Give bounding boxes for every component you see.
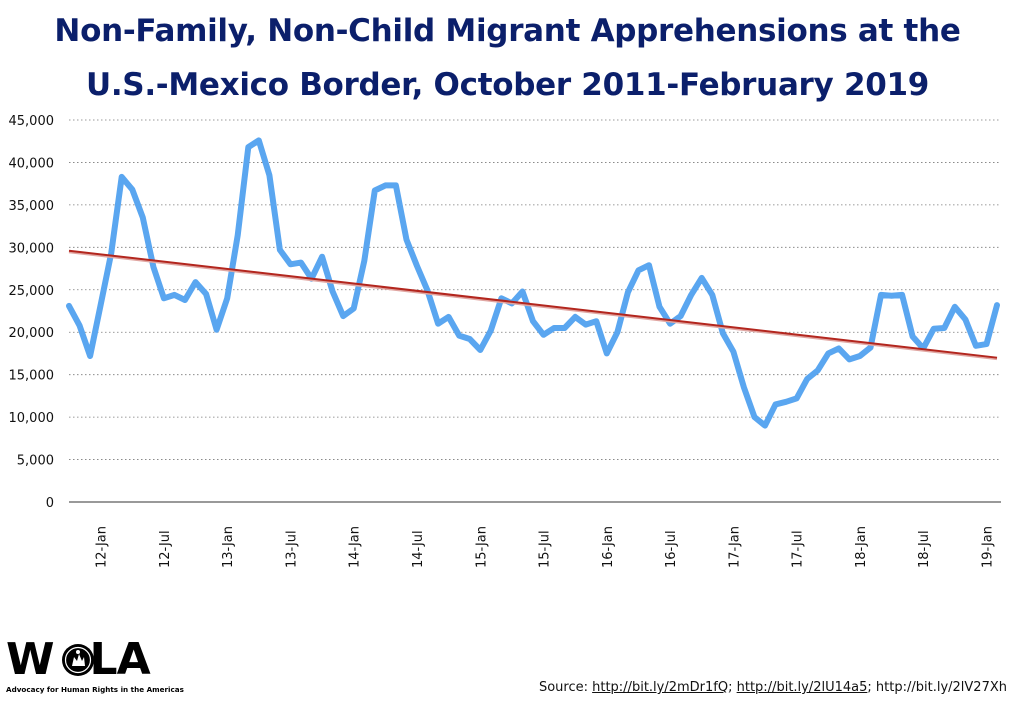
y-tick-label: 0 (46, 496, 54, 511)
x-tick-label: 17-Jul (791, 530, 806, 568)
source-link-3: http://bit.ly/2lV27Xh (875, 680, 1007, 695)
y-tick-label: 45,000 (9, 114, 55, 129)
chart-title-line-2: U.S.-Mexico Border, October 2011-Februar… (85, 67, 930, 103)
source-sep-1: ; (728, 680, 737, 695)
x-tick-label: 13-Jan (221, 526, 236, 568)
y-tick-label: 20,000 (9, 326, 55, 341)
x-tick-label: 16-Jan (601, 526, 616, 568)
y-tick-label: 40,000 (9, 156, 55, 171)
chart-title-line-1: Non-Family, Non-Child Migrant Apprehensi… (54, 13, 961, 49)
y-tick-label: 10,000 (9, 411, 55, 426)
y-tick-label: 30,000 (9, 241, 55, 256)
source-sep-2: ; (867, 680, 876, 695)
source-link-1[interactable]: http://bit.ly/2mDr1fQ (592, 680, 729, 695)
x-tick-label: 18-Jul (917, 530, 932, 568)
x-tick-label: 14-Jul (411, 530, 426, 568)
trend-line (68, 249, 998, 359)
logo-tagline: Advocacy for Human Rights in the America… (6, 685, 184, 694)
x-tick-label: 18-Jan (854, 526, 869, 568)
x-tick-label: 12-Jul (158, 530, 173, 568)
wola-logo: W LA Advocacy for Human Rights in the Ame… (6, 634, 184, 696)
x-tick-label: 19-Jan (980, 526, 995, 568)
chart-title: Non-Family, Non-Child Migrant Apprehensi… (0, 4, 1015, 112)
wola-seal-icon (62, 644, 94, 676)
x-tick-label: 16-Jul (664, 530, 679, 568)
x-tick-label: 17-Jan (727, 526, 742, 568)
source-prefix: Source: (538, 680, 593, 695)
y-tick-label: 5,000 (17, 454, 54, 469)
y-tick-label: 35,000 (9, 199, 55, 214)
logo-wordmark: W LA (6, 634, 151, 685)
gridlines (69, 119, 1001, 460)
y-tick-label: 15,000 (9, 369, 55, 384)
series-apprehensions-line (66, 137, 1000, 429)
y-tick-label: 25,000 (9, 284, 55, 299)
x-tick-label: 14-Jan (348, 526, 363, 568)
y-axis-tick-labels: 0 5,000 10,000 15,000 20,000 25,000 30,000 35,0… (9, 114, 55, 511)
x-tick-label: 15-Jan (474, 526, 489, 568)
series-group (66, 137, 1000, 429)
x-axis-tick-labels: 12-Jan 12-Jul 13-Jan 13-Jul 14-Jan 14-Jul 15-J… (95, 526, 996, 568)
x-tick-label: 12-Jan (95, 526, 110, 568)
x-tick-label: 13-Jul (284, 530, 299, 568)
x-tick-label: 15-Jul (538, 530, 553, 568)
source-note: Source: http://bit.ly/2mDr1fQ; http://bi… (539, 680, 1007, 695)
source-link-2[interactable]: http://bit.ly/2lU14a5 (736, 680, 868, 695)
